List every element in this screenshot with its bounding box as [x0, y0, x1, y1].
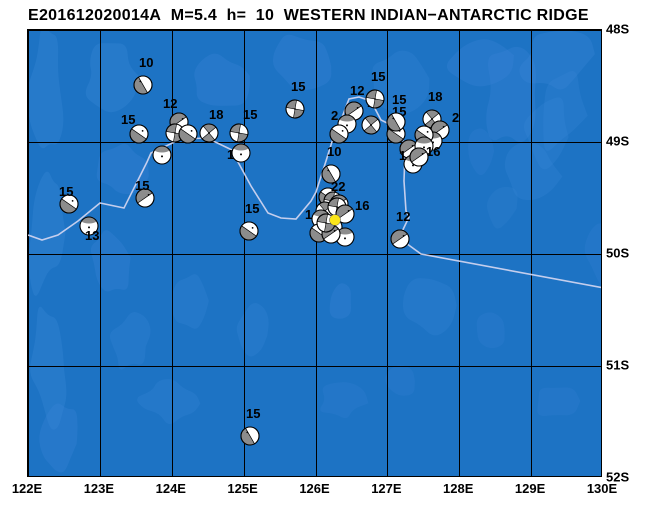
svg-text:16: 16: [355, 198, 369, 213]
svg-text:10: 10: [327, 144, 341, 159]
svg-text:12: 12: [350, 83, 364, 98]
svg-text:15: 15: [371, 69, 385, 84]
svg-text:15: 15: [246, 406, 260, 421]
svg-text:1: 1: [227, 147, 234, 162]
svg-text:15: 15: [392, 92, 406, 107]
svg-text:18: 18: [428, 89, 442, 104]
svg-text:2: 2: [452, 110, 459, 125]
svg-text:10: 10: [139, 55, 153, 70]
svg-text:15: 15: [135, 178, 149, 193]
svg-text:15: 15: [243, 107, 257, 122]
svg-text:13: 13: [85, 228, 99, 243]
svg-text:15: 15: [291, 79, 305, 94]
svg-text:12: 12: [163, 96, 177, 111]
svg-text:1: 1: [399, 148, 406, 163]
svg-text:1: 1: [305, 207, 312, 222]
svg-text:2: 2: [331, 108, 338, 123]
svg-text:15: 15: [59, 184, 73, 199]
svg-text:22: 22: [331, 179, 345, 194]
svg-text:12: 12: [396, 209, 410, 224]
svg-text:18: 18: [209, 107, 223, 122]
svg-text:15: 15: [245, 201, 259, 216]
svg-text:15: 15: [121, 112, 135, 127]
